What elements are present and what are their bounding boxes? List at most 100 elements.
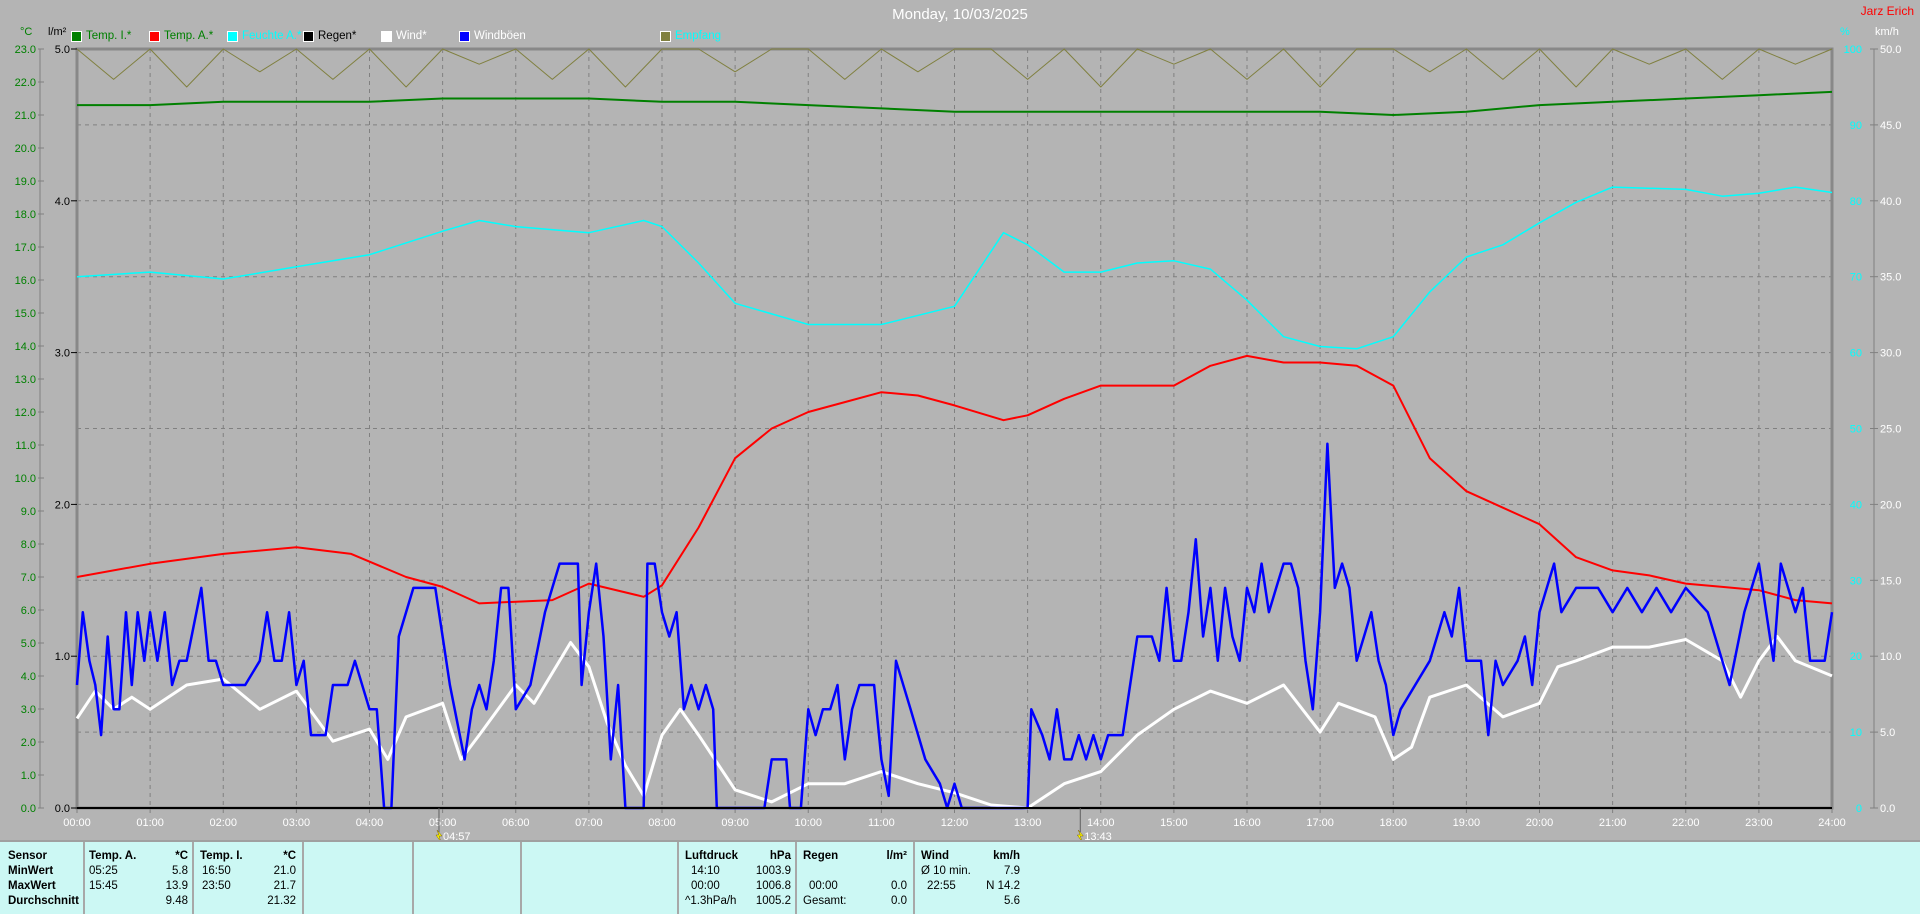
temp-tick-label: 21.0	[15, 110, 36, 122]
temp-tick-label: 23.0	[15, 44, 36, 56]
temp-tick-label: 1.0	[21, 770, 36, 782]
temp-a-max: 13.9	[165, 880, 188, 892]
legend-reception[interactable]: Empfang	[660, 30, 721, 42]
wind-header: Wind	[921, 850, 949, 862]
lightning-icon	[1076, 829, 1084, 840]
rain-header: Regen	[803, 850, 839, 862]
x-tick-label: 18:00	[1379, 817, 1407, 829]
pressure-max-time: 00:00	[691, 880, 720, 892]
col-empty-3	[522, 842, 679, 914]
temp-tick-label: 16.0	[15, 275, 36, 287]
temp-tick-label: 10.0	[15, 473, 36, 485]
humidity-tick-label: 60	[1850, 348, 1862, 360]
legend-rain[interactable]: Regen*	[303, 30, 356, 42]
wind-tick-label: 30.0	[1880, 348, 1901, 360]
temp-tick-label: 6.0	[21, 605, 36, 617]
x-tick-label: 23:00	[1745, 817, 1773, 829]
wind-max: N 14.2	[986, 880, 1020, 892]
sensor-header: Sensor	[8, 850, 47, 862]
wind-tick-label: 10.0	[1880, 651, 1901, 663]
x-tick-label: 02:00	[209, 817, 237, 829]
swatch-icon	[71, 30, 82, 42]
humidity-tick-label: 30	[1850, 575, 1862, 587]
wind-tick-label: 20.0	[1880, 499, 1901, 511]
pressure-trend: ^1.3hPa/h	[685, 895, 737, 907]
humidity-tick-label: 70	[1850, 272, 1862, 284]
legend-label: Empfang	[675, 30, 722, 42]
temp-tick-label: 20.0	[15, 143, 36, 155]
humidity-axis-unit: %	[1840, 26, 1850, 38]
temp-tick-label: 3.0	[21, 704, 36, 716]
weather-chart: 00:00 01:00 02:00 03:00 04:00 05:00 06:00 07:00…	[15, 44, 1901, 840]
x-tick-label: 12:00	[941, 817, 969, 829]
pressure-unit: hPa	[769, 850, 791, 862]
wind-tick-label: 5.0	[1880, 727, 1895, 739]
series-line-temp-i	[77, 90, 1833, 116]
x-tick-label: 11:00	[868, 817, 895, 829]
temp-i-avg: 21.32	[267, 895, 296, 907]
temp-tick-label: 18.0	[15, 209, 36, 221]
temp-i-max-time: 23:50	[202, 880, 231, 892]
swatch-icon	[459, 30, 470, 42]
humidity-tick-label: 20	[1850, 651, 1862, 663]
swatch-icon	[660, 30, 671, 42]
humidity-tick-label: 90	[1850, 120, 1862, 132]
legend-label: Temp. I.*	[86, 30, 132, 42]
humidity-tick-label: 0	[1856, 803, 1862, 815]
humidity-tick-label: 50	[1850, 424, 1862, 436]
legend-label: Windböen	[474, 30, 526, 42]
x-tick-label: 09:00	[721, 817, 749, 829]
legend-temp-indoor[interactable]: Temp. I.*	[71, 30, 131, 42]
humidity-tick-label: 100	[1844, 44, 1862, 56]
temp-tick-label: 7.0	[21, 572, 36, 584]
pressure-min: 1003.9	[755, 865, 791, 877]
x-tick-label: 15:00	[1160, 817, 1188, 829]
rain-max-time: 00:00	[809, 880, 838, 892]
x-tick-label: 05:00	[429, 817, 457, 829]
legend-gusts[interactable]: Windböen	[459, 30, 526, 42]
legend-wind[interactable]: Wind*	[381, 30, 427, 42]
x-tick-label: 17:00	[1306, 817, 1334, 829]
max-label: MaxWert	[8, 880, 56, 892]
x-tick-label: 03:00	[283, 817, 311, 829]
lightning-icon	[435, 829, 443, 840]
pressure-header: Luftdruck	[685, 850, 739, 862]
x-tick-label: 13:00	[1014, 817, 1042, 829]
series-line-feuchte-a	[76, 186, 1833, 350]
temp-i-header: Temp. I.	[200, 850, 243, 862]
legend-temp-outdoor[interactable]: Temp. A.*	[149, 30, 213, 42]
rain-tick-label: 0.0	[55, 803, 70, 815]
x-tick-label: 20:00	[1526, 817, 1554, 829]
temp-tick-label: 2.0	[21, 737, 36, 749]
x-tick-label: 22:00	[1672, 817, 1700, 829]
col-temp-indoor: Temp. I. *C 16:50 21.0 23:50 21.7 21.32	[194, 842, 304, 914]
temp-tick-label: 17.0	[15, 242, 36, 254]
temp-a-max-time: 15:45	[89, 880, 118, 892]
series-line-windb-en	[75, 442, 1834, 810]
pressure-max: 1006.8	[755, 880, 791, 892]
legend-humidity[interactable]: Feuchte A.*	[227, 30, 301, 42]
wind-tick-label: 45.0	[1880, 120, 1901, 132]
rain-tick-label: 4.0	[55, 196, 70, 208]
x-tick-label: 16:00	[1233, 817, 1261, 829]
wind-max-time: 22:55	[927, 880, 956, 892]
temp-tick-label: 9.0	[21, 506, 36, 518]
temp-a-min-time: 05:25	[89, 865, 118, 877]
min-label: MinWert	[8, 865, 54, 877]
temp-i-max: 21.7	[273, 880, 296, 892]
temp-axis-unit: °C	[20, 26, 33, 38]
x-tick-label: 01:00	[136, 817, 164, 829]
temp-a-unit: *C	[175, 850, 188, 862]
rain-tick-label: 5.0	[55, 44, 70, 56]
col-sensor: Sensor MinWert MaxWert Durchschnitt	[0, 842, 85, 914]
temp-tick-label: 11.0	[15, 440, 36, 452]
swatch-icon	[149, 30, 160, 42]
temp-a-avg: 9.48	[165, 895, 188, 907]
wind-tick-label: 25.0	[1880, 424, 1901, 436]
wind-tick-label: 50.0	[1880, 44, 1901, 56]
humidity-tick-label: 40	[1850, 499, 1862, 511]
station-owner: Jarz Erich	[1860, 4, 1914, 18]
temp-i-min: 21.0	[273, 865, 296, 877]
rain-total-label: Gesamt:	[803, 895, 847, 907]
col-wind: Wind km/h Ø 10 min. 7.9 22:55 N 14.2 5.6	[915, 842, 1032, 914]
